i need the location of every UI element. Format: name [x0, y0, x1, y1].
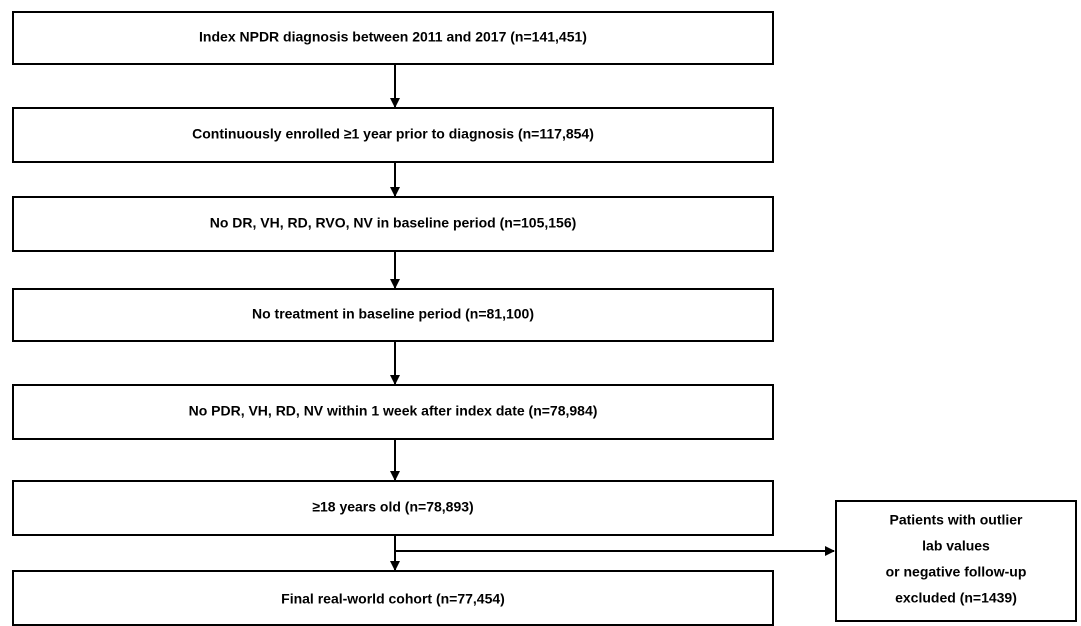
step-box	[12, 107, 774, 163]
exclusion-label: lab values	[922, 538, 990, 554]
exclusion-label: excluded (n=1439)	[895, 590, 1017, 606]
exclusion-label: or negative follow-up	[886, 564, 1027, 580]
step-label: Continuously enrolled ≥1 year prior to d…	[192, 126, 594, 142]
step-box	[12, 196, 774, 252]
step-box	[12, 570, 774, 626]
step-box	[12, 288, 774, 342]
step-label: No DR, VH, RD, RVO, NV in baseline perio…	[210, 215, 577, 231]
step-label: No PDR, VH, RD, NV within 1 week after i…	[189, 403, 598, 419]
step-label: ≥18 years old (n=78,893)	[312, 499, 473, 515]
step-label: No treatment in baseline period (n=81,10…	[252, 306, 534, 322]
step-label: Final real-world cohort (n=77,454)	[281, 591, 505, 607]
step-label: Index NPDR diagnosis between 2011 and 20…	[199, 29, 587, 45]
step-box	[12, 384, 774, 440]
exclusion-box	[835, 500, 1077, 622]
step-box	[12, 11, 774, 65]
step-box	[12, 480, 774, 536]
exclusion-label: Patients with outlier	[889, 512, 1023, 528]
